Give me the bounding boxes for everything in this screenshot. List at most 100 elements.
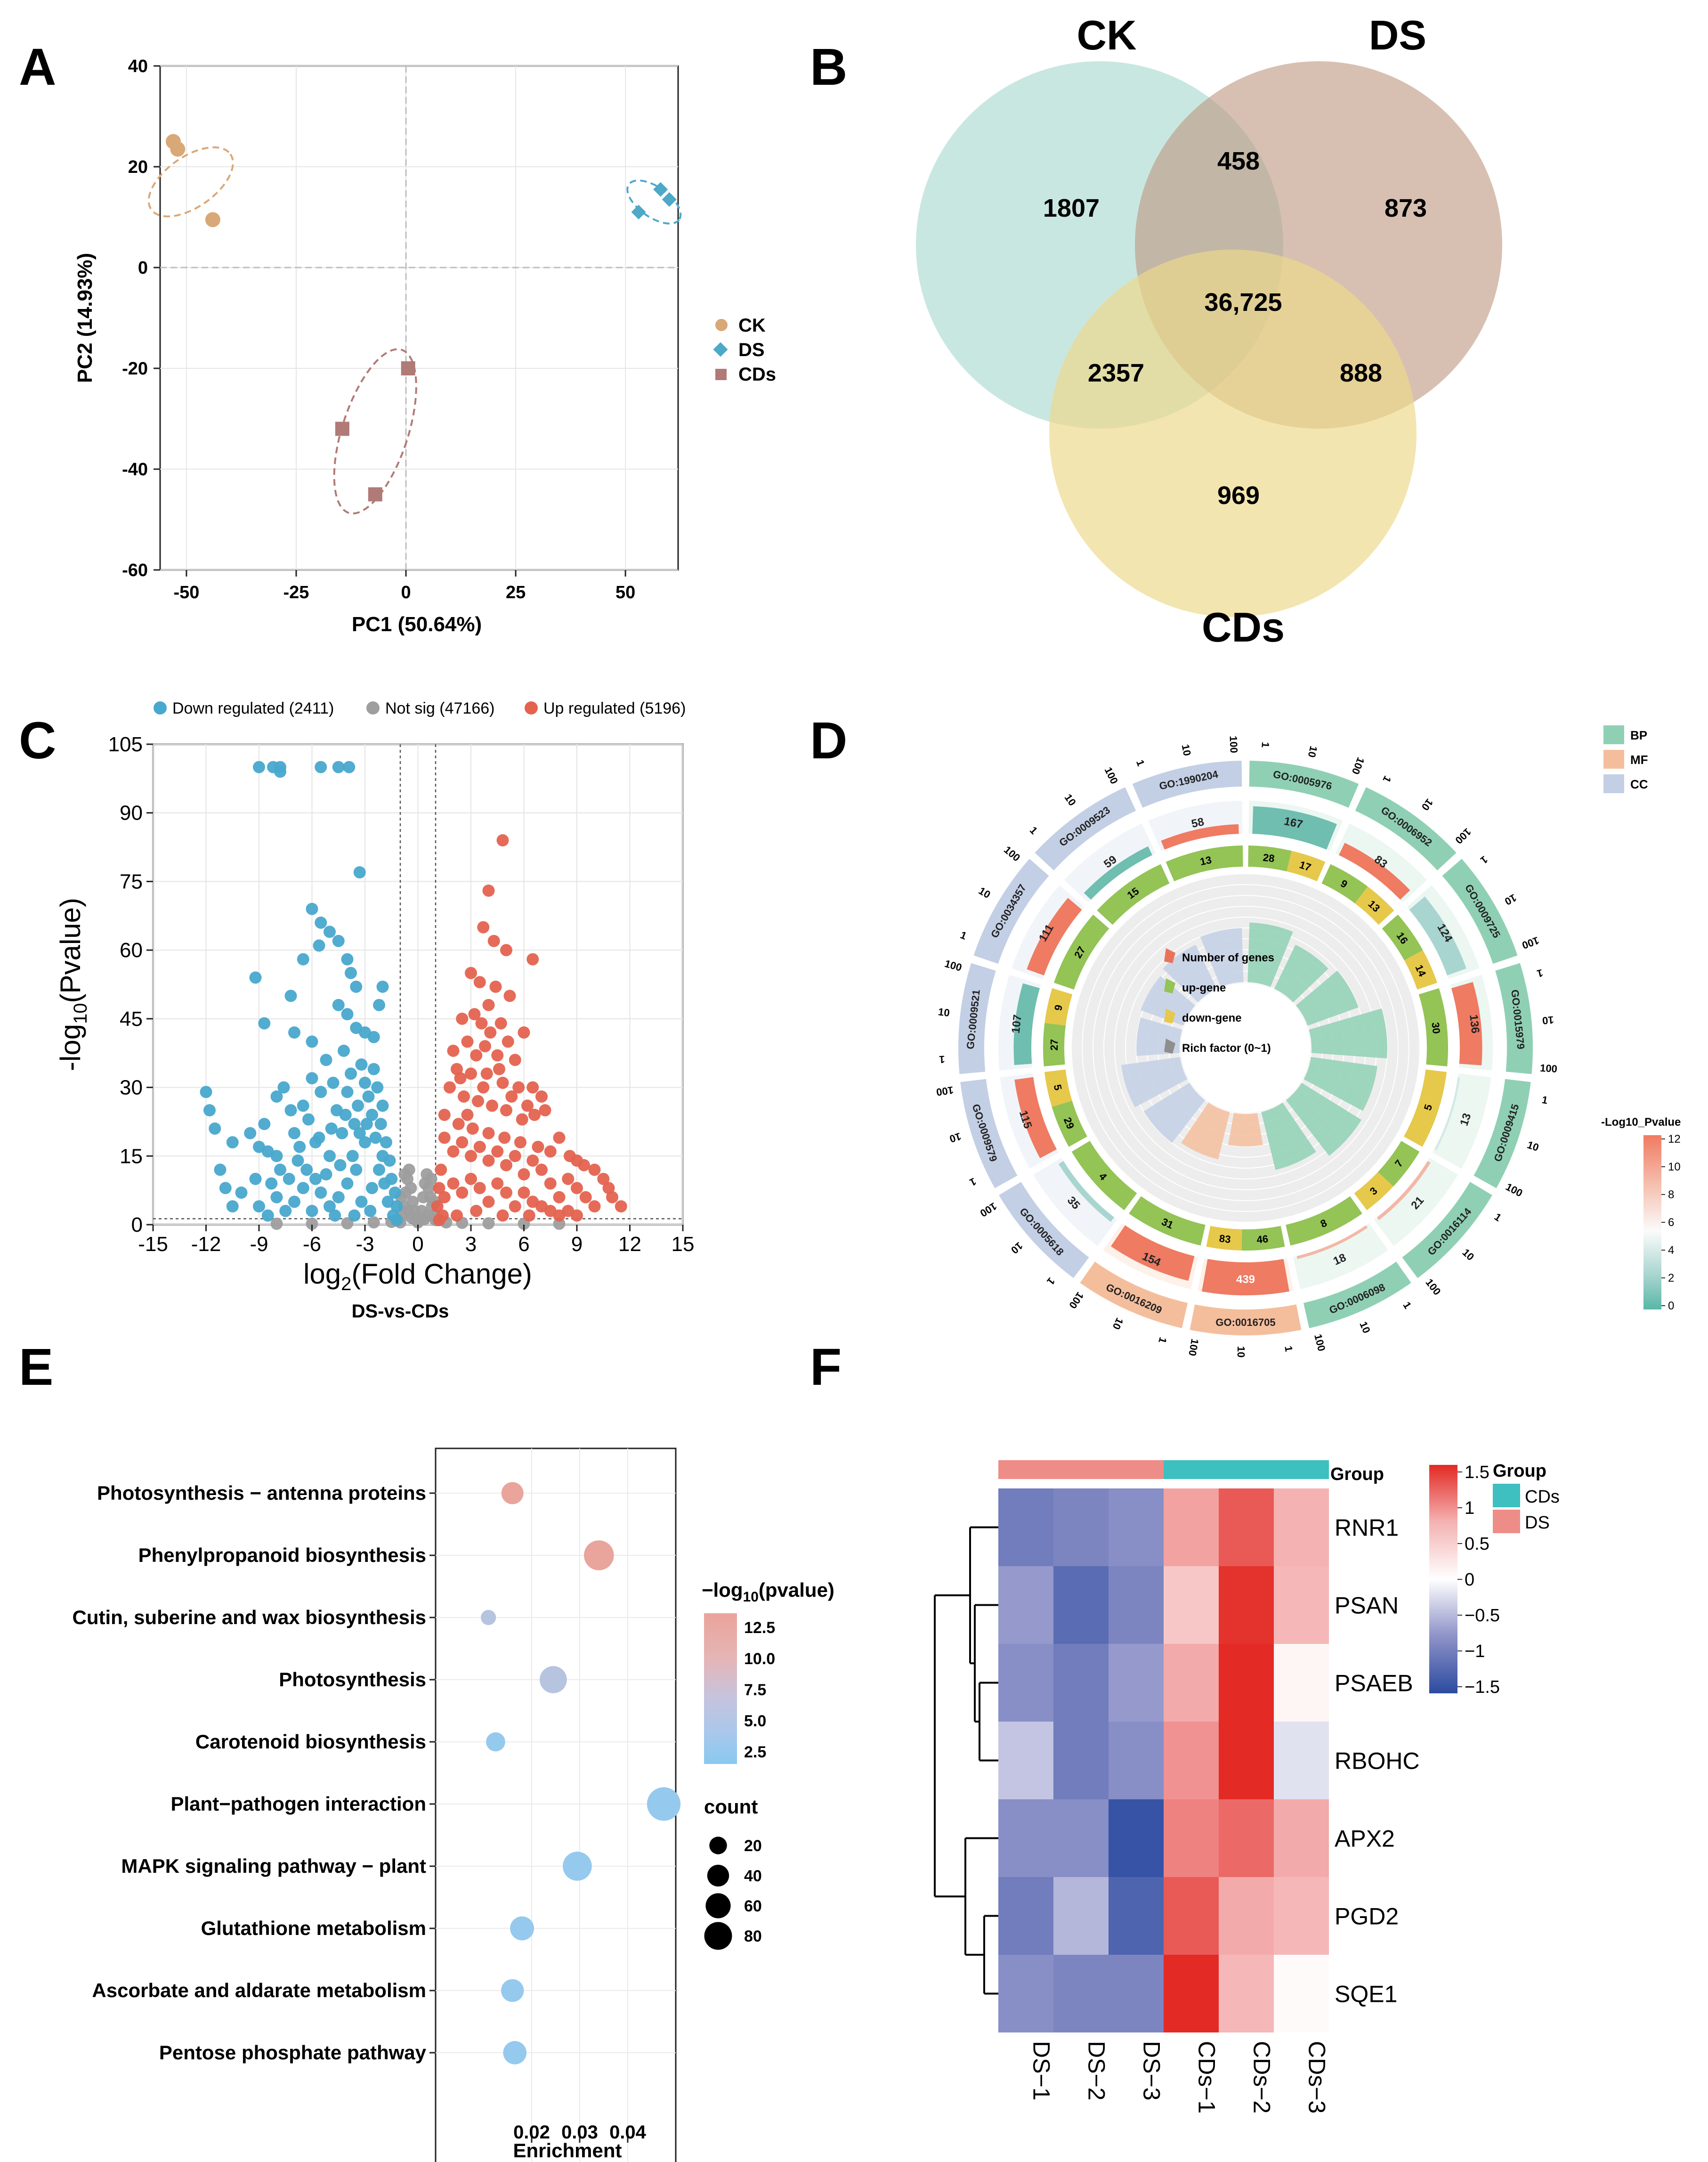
volcano-point xyxy=(475,1017,488,1030)
tick-label-x: 9 xyxy=(571,1233,583,1256)
center-legend-swatch xyxy=(1164,1039,1175,1054)
volcano-point xyxy=(376,980,389,993)
heatmap-cell xyxy=(1219,1488,1274,1566)
volcano-point xyxy=(339,1108,352,1121)
up-gene-label: 27 xyxy=(1048,1039,1060,1051)
volcano-point xyxy=(405,1182,417,1195)
rich-factor-bar xyxy=(1163,944,1217,1003)
group-bar-cell xyxy=(1164,1460,1219,1479)
volcano-point xyxy=(226,1136,239,1149)
volcano-point xyxy=(491,1049,504,1062)
volcano-point xyxy=(509,1200,521,1213)
up-gene-bar xyxy=(1043,1023,1066,1066)
center-legend-swatch xyxy=(1164,978,1175,993)
up-gene-label: 30 xyxy=(1430,1022,1442,1034)
venn-region-ds-cds: 888 xyxy=(1340,359,1382,387)
group-ellipse-cds xyxy=(333,348,417,515)
go-colorbar-gradient xyxy=(1643,1135,1661,1309)
volcano-point xyxy=(306,1035,318,1048)
panel-letter-d: D xyxy=(810,712,847,770)
tick-label-x: 50 xyxy=(615,583,635,602)
pathway-label: MAPK signaling pathway − plant xyxy=(121,1855,426,1877)
volcano-point xyxy=(279,1204,292,1217)
volcano-point xyxy=(398,1168,411,1181)
gene-count-bar xyxy=(1161,824,1239,850)
tick-label-x: -12 xyxy=(191,1233,221,1256)
go-colorbar-title: -Log10_Pvalue xyxy=(1601,1116,1681,1129)
up-gene-bar xyxy=(1053,914,1109,990)
size-legend-dot xyxy=(709,1837,727,1854)
volcano-point xyxy=(496,1076,509,1089)
heatmap-legend-label-cds: CDs xyxy=(1525,1487,1560,1507)
go-scale-label: 100 xyxy=(1102,765,1120,786)
group-bar-cell xyxy=(1219,1460,1274,1479)
up-gene-bar xyxy=(1286,1196,1362,1246)
heatmap-cell xyxy=(1219,1877,1274,1955)
heatmap-cell xyxy=(1219,1799,1274,1877)
go-scale-label: 10 xyxy=(1110,1316,1126,1332)
volcano-point xyxy=(362,1090,375,1103)
volcano-point xyxy=(579,1191,592,1203)
tick-label-y: -20 xyxy=(122,359,148,379)
pathway-label: Cutin, suberine and wax biosynthesis xyxy=(73,1606,427,1628)
down-gene-bar xyxy=(1404,1069,1447,1147)
go-scale-label: 10 xyxy=(1306,745,1320,758)
size-legend-label: 40 xyxy=(744,1867,762,1885)
gene-count-track xyxy=(1033,1157,1117,1246)
volcano-point xyxy=(367,1216,380,1229)
volcano-point xyxy=(482,1154,495,1167)
heatmap-cell xyxy=(1219,1566,1274,1644)
volcano-point xyxy=(350,980,363,993)
up-gene-bar xyxy=(1052,1100,1087,1147)
venn-circle-cds xyxy=(1049,250,1417,617)
tick-label-x: 6 xyxy=(518,1233,529,1256)
volcano-point xyxy=(482,884,495,897)
volcano-point xyxy=(367,1031,380,1043)
volcano-point xyxy=(313,939,325,952)
rich-factor-bar xyxy=(1143,1082,1206,1143)
gene-count-bar xyxy=(1376,1161,1431,1220)
rich-factor-bar xyxy=(1261,1102,1316,1170)
heatmap-colorbar-tick-label: 1 xyxy=(1465,1498,1474,1518)
volcano-point xyxy=(438,1191,451,1203)
up-gene-bar xyxy=(1382,914,1423,961)
volcano-point xyxy=(597,1172,610,1185)
volcano-point xyxy=(325,1122,338,1135)
tick-label-y: 90 xyxy=(120,802,143,825)
go-scale-label: 10 xyxy=(1503,892,1519,908)
heatmap-legend-swatch-ds xyxy=(1493,1510,1520,1533)
heatmap-cell xyxy=(1109,1722,1164,1799)
volcano-plot: -15 -12 -9 -6 -3 0 3 6 9 12 15 0 15 30 45 60 75 90 105 Dow… xyxy=(55,699,694,1322)
volcano-point xyxy=(302,1113,315,1126)
tick-label-x: -3 xyxy=(356,1233,374,1256)
volcano-point xyxy=(352,1099,364,1112)
volcano-point xyxy=(277,1081,290,1094)
volcano-point xyxy=(444,1081,456,1094)
volcano-point xyxy=(482,1217,495,1230)
volcano-point xyxy=(473,1182,486,1195)
legend-label-ds: DS xyxy=(738,340,765,360)
heatmap-cell xyxy=(998,1877,1053,1955)
volcano-point xyxy=(315,916,327,929)
bubble-colorbar-tick-label: 7.5 xyxy=(744,1681,766,1699)
rich-factor-bar xyxy=(1247,922,1293,987)
circos-center xyxy=(1181,983,1311,1113)
volcano-point xyxy=(456,1187,469,1199)
volcano-point xyxy=(433,1182,445,1195)
heatmap-colorbar-tick-label: −0.5 xyxy=(1465,1606,1500,1626)
tick-label-y: 0 xyxy=(131,1213,143,1236)
enrichment-bubble xyxy=(563,1852,592,1881)
bubble-color-legend: −log10(pvalue) 12.5 10.0 7.5 5.0 2.5 xyxy=(702,1579,834,1764)
volcano-point xyxy=(355,1058,368,1071)
volcano-point xyxy=(484,1026,497,1039)
pca-point-ds xyxy=(631,204,646,219)
volcano-point xyxy=(367,1063,380,1075)
volcano-point xyxy=(253,1200,265,1213)
pca-point-ds xyxy=(653,182,668,197)
go-colorbar-tick-label: 12 xyxy=(1668,1133,1681,1146)
tick-label-x: -6 xyxy=(303,1233,321,1256)
volcano-point xyxy=(535,1090,548,1103)
rich-factor-bar xyxy=(1309,1008,1387,1059)
up-gene-label: 28 xyxy=(1263,852,1275,865)
